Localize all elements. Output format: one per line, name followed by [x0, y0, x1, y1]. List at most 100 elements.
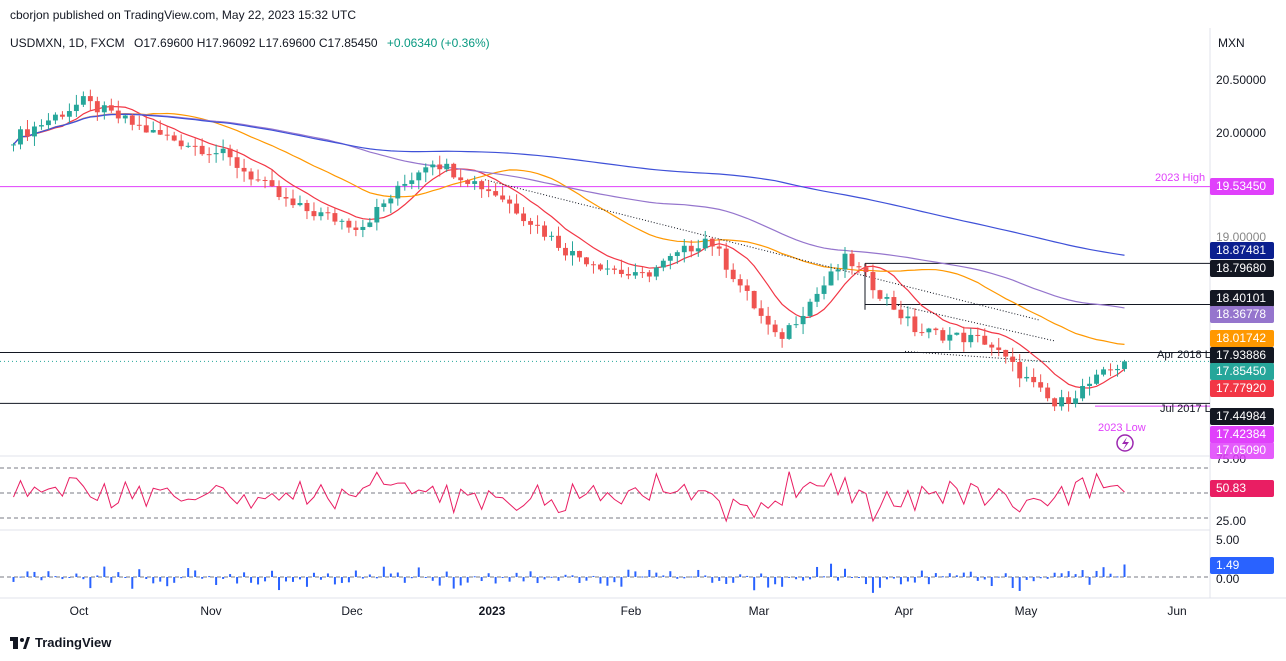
momentum-bar — [627, 569, 630, 577]
momentum-bar — [655, 572, 658, 577]
candle-body — [451, 163, 457, 178]
momentum-bar — [1032, 577, 1035, 582]
moving-average-line — [13, 113, 1125, 256]
momentum-bar — [354, 570, 357, 577]
candle-body — [437, 164, 443, 170]
momentum-bar — [96, 575, 99, 577]
momentum-bar — [802, 577, 805, 581]
momentum-bar — [746, 575, 749, 577]
candle-body — [989, 344, 995, 348]
momentum-bar — [124, 577, 127, 578]
candle-body — [136, 124, 142, 126]
momentum-bar — [229, 574, 232, 577]
candle-body — [157, 130, 163, 135]
candle-body — [178, 140, 184, 147]
momentum-bar — [117, 572, 120, 577]
momentum-bar — [885, 577, 888, 580]
momentum-bar — [906, 577, 909, 582]
price-tag-apr2018: 17.93886 — [1210, 347, 1274, 364]
momentum-bar — [501, 577, 504, 578]
candle-body — [563, 247, 568, 256]
axis-tick: 0.00 — [1216, 572, 1240, 586]
momentum-bar — [54, 576, 57, 578]
momentum-bar — [955, 575, 958, 577]
candle-body — [639, 272, 645, 274]
momentum-bar — [522, 577, 525, 582]
momentum-bar — [990, 577, 993, 587]
candle-body — [234, 157, 240, 168]
candle-body — [1031, 376, 1037, 383]
momentum-bar — [662, 575, 665, 577]
momentum-bar — [536, 577, 539, 584]
momentum-bar — [243, 572, 246, 577]
candle-body — [646, 272, 652, 277]
momentum-bar — [823, 576, 826, 578]
momentum-bar — [166, 577, 169, 587]
candle-body — [108, 105, 114, 111]
candle-body — [353, 227, 359, 230]
candle-body — [1010, 356, 1016, 362]
momentum-bar — [1039, 577, 1042, 579]
momentum-bar — [1123, 564, 1126, 577]
candle-body — [975, 334, 981, 336]
momentum-bar — [941, 576, 944, 578]
momentum-bar — [278, 577, 281, 591]
momentum-bar — [578, 577, 581, 583]
momentum-bar — [585, 577, 588, 581]
annotation-2023-low: 2023 Low — [1098, 422, 1146, 434]
momentum-bar — [1011, 577, 1014, 588]
candle-body — [800, 315, 806, 325]
momentum-bar — [697, 569, 700, 577]
momentum-bar — [361, 577, 364, 579]
x-tick: Dec — [341, 604, 363, 618]
momentum-bar — [19, 576, 22, 578]
candle-body — [143, 125, 149, 133]
moving-average-line — [13, 105, 1125, 389]
price-tag-level: 18.79680 — [1210, 260, 1274, 277]
price-tag-2023-high: 19.53450 — [1210, 178, 1274, 195]
candle-body — [241, 167, 247, 172]
candle-body — [535, 224, 541, 226]
momentum-bar — [718, 577, 721, 581]
candle-body — [584, 257, 589, 265]
candle-body — [66, 111, 72, 117]
candle-body — [269, 180, 275, 187]
momentum-bar — [12, 577, 15, 582]
momentum-bar — [326, 573, 329, 577]
candle-body — [1073, 398, 1079, 404]
candle-body — [45, 120, 51, 126]
momentum-bar — [257, 577, 260, 585]
candle-body — [968, 334, 974, 343]
momentum-bar — [606, 577, 609, 586]
candle-body — [52, 114, 58, 121]
momentum-bar — [1081, 570, 1084, 577]
momentum-bar — [201, 577, 204, 579]
candle-body — [318, 212, 324, 217]
annotation-jul-2017: Jul 2017 L — [1160, 403, 1211, 415]
candle-body — [737, 279, 743, 286]
candle-body — [996, 347, 1002, 350]
lightning-icon — [1122, 437, 1129, 450]
momentum-bar — [781, 577, 784, 587]
momentum-bar — [89, 577, 92, 589]
momentum-bar — [347, 577, 350, 583]
momentum-bar — [103, 566, 106, 577]
momentum-bar — [480, 577, 483, 582]
momentum-bar — [222, 577, 225, 579]
candle-body — [479, 181, 485, 190]
momentum-bar — [816, 566, 819, 577]
momentum-bar — [830, 563, 833, 577]
candle-body — [807, 301, 813, 316]
momentum-bar — [676, 577, 679, 579]
momentum-bar — [445, 571, 448, 577]
candle-body — [283, 197, 289, 199]
rsi-tag: 50.83 — [1210, 480, 1274, 497]
candle-body — [192, 145, 198, 147]
candle-body — [395, 185, 401, 199]
momentum-bar — [571, 575, 574, 577]
momentum-bar — [557, 577, 560, 581]
candle-body — [716, 246, 722, 249]
momentum-bar — [1060, 573, 1063, 577]
candle-body — [514, 203, 520, 214]
